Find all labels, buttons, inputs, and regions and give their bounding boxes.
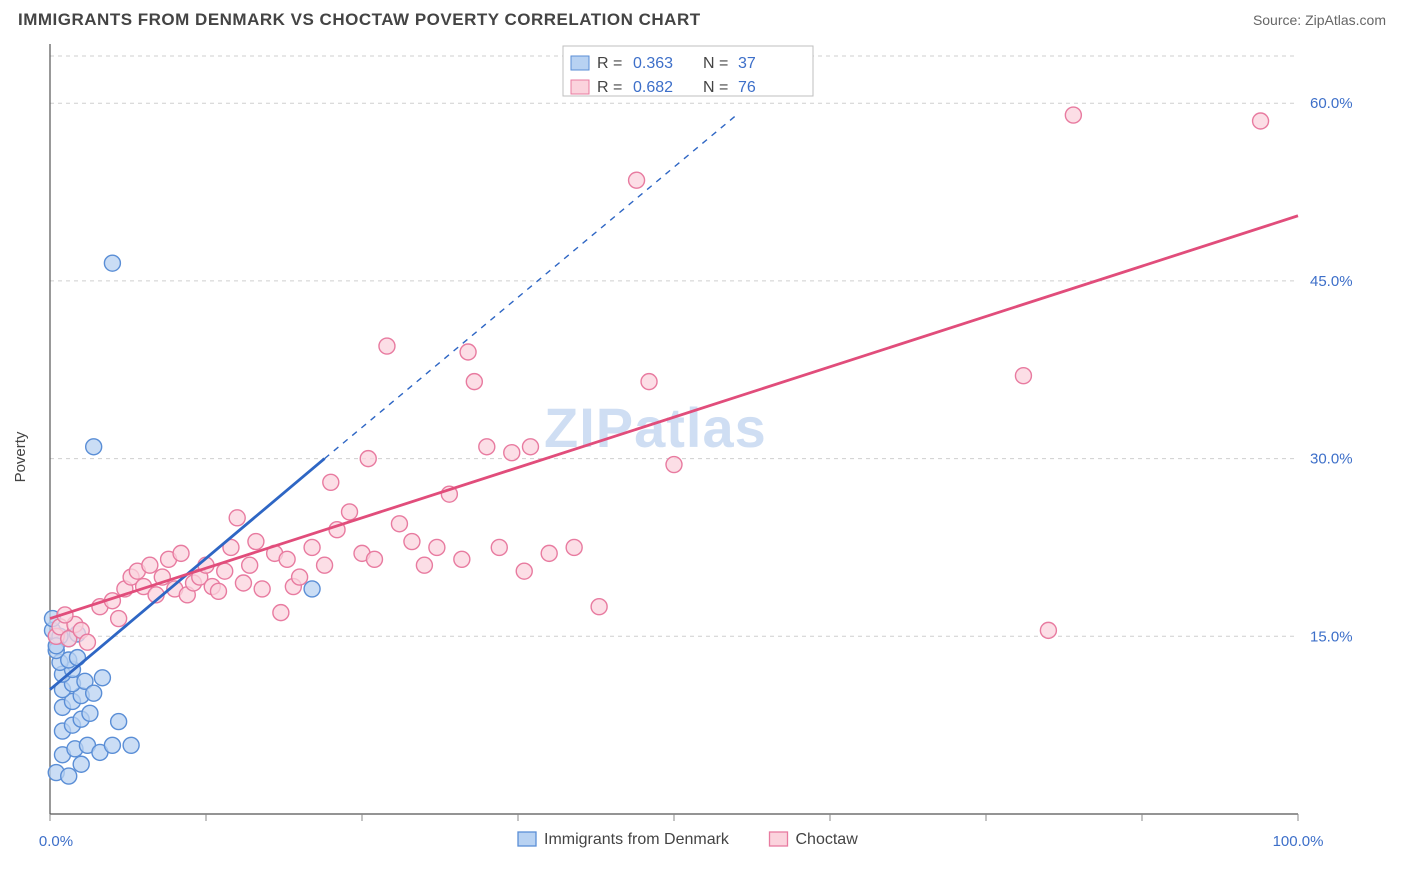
- legend-swatch: [518, 832, 536, 846]
- data-point: [416, 557, 432, 573]
- y-tick-label: 60.0%: [1310, 95, 1353, 112]
- data-point: [591, 599, 607, 615]
- correlation-chart: 15.0%30.0%45.0%60.0%0.0%100.0%ZIPatlasR …: [18, 42, 1368, 872]
- data-point: [279, 551, 295, 567]
- data-point: [111, 611, 127, 627]
- data-point: [248, 534, 264, 550]
- data-point: [210, 583, 226, 599]
- y-tick-label: 45.0%: [1310, 273, 1353, 290]
- data-point: [323, 474, 339, 490]
- data-point: [522, 439, 538, 455]
- data-point: [541, 545, 557, 561]
- data-point: [304, 581, 320, 597]
- data-point: [123, 737, 139, 753]
- data-point: [317, 557, 333, 573]
- legend-series-label: Choctaw: [796, 831, 859, 848]
- y-tick-label: 30.0%: [1310, 451, 1353, 468]
- data-point: [666, 457, 682, 473]
- data-point: [94, 670, 110, 686]
- y-axis-label: Poverty: [12, 432, 29, 483]
- data-point: [1040, 622, 1056, 638]
- data-point: [1015, 368, 1031, 384]
- data-point: [1253, 113, 1269, 129]
- data-point: [86, 439, 102, 455]
- data-point: [86, 685, 102, 701]
- chart-source: Source: ZipAtlas.com: [1253, 12, 1386, 28]
- data-point: [516, 563, 532, 579]
- data-point: [142, 557, 158, 573]
- trend-line: [50, 216, 1298, 619]
- data-point: [491, 539, 507, 555]
- data-point: [404, 534, 420, 550]
- data-point: [79, 634, 95, 650]
- data-point: [460, 344, 476, 360]
- data-point: [342, 504, 358, 520]
- data-point: [479, 439, 495, 455]
- legend-n-label: N =: [703, 79, 728, 96]
- data-point: [104, 255, 120, 271]
- legend-n-value: 37: [738, 55, 756, 72]
- data-point: [304, 539, 320, 555]
- data-point: [566, 539, 582, 555]
- legend-n-label: N =: [703, 55, 728, 72]
- data-point: [1065, 107, 1081, 123]
- data-point: [391, 516, 407, 532]
- data-point: [229, 510, 245, 526]
- data-point: [273, 605, 289, 621]
- data-point: [82, 705, 98, 721]
- data-point: [641, 374, 657, 390]
- data-point: [235, 575, 251, 591]
- data-point: [104, 737, 120, 753]
- chart-container: Poverty 15.0%30.0%45.0%60.0%0.0%100.0%ZI…: [18, 42, 1388, 872]
- data-point: [366, 551, 382, 567]
- legend-swatch: [571, 80, 589, 94]
- data-point: [292, 569, 308, 585]
- x-tick-label: 0.0%: [39, 833, 73, 850]
- legend-r-value: 0.682: [633, 79, 673, 96]
- data-point: [360, 451, 376, 467]
- data-point: [217, 563, 233, 579]
- legend-n-value: 76: [738, 79, 756, 96]
- data-point: [379, 338, 395, 354]
- data-point: [173, 545, 189, 561]
- data-point: [454, 551, 470, 567]
- legend-swatch: [571, 56, 589, 70]
- legend-swatch: [770, 832, 788, 846]
- data-point: [61, 768, 77, 784]
- legend-r-label: R =: [597, 55, 622, 72]
- data-point: [254, 581, 270, 597]
- data-point: [73, 756, 89, 772]
- data-point: [429, 539, 445, 555]
- legend-r-value: 0.363: [633, 55, 673, 72]
- data-point: [629, 172, 645, 188]
- y-tick-label: 15.0%: [1310, 628, 1353, 645]
- x-tick-label: 100.0%: [1273, 833, 1324, 850]
- data-point: [111, 714, 127, 730]
- data-point: [242, 557, 258, 573]
- data-point: [466, 374, 482, 390]
- chart-title: IMMIGRANTS FROM DENMARK VS CHOCTAW POVER…: [18, 10, 701, 30]
- legend-r-label: R =: [597, 79, 622, 96]
- legend-series-label: Immigrants from Denmark: [544, 831, 730, 848]
- data-point: [504, 445, 520, 461]
